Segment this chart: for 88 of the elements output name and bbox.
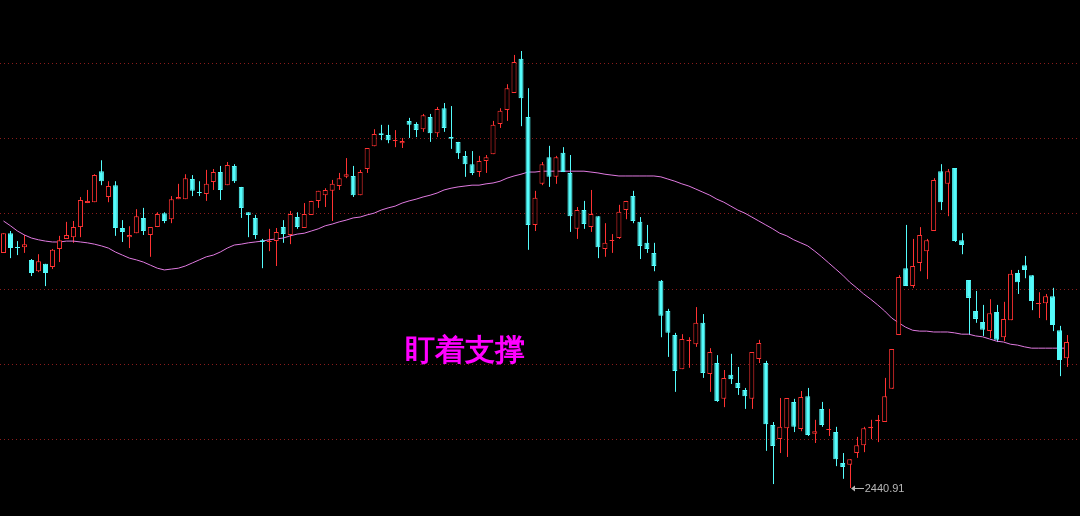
candlestick — [238, 186, 244, 219]
candlestick — [1063, 334, 1070, 368]
candlestick — [441, 102, 447, 133]
candlestick — [469, 150, 475, 176]
candlestick — [770, 421, 776, 485]
candlestick — [840, 452, 846, 480]
candlestick — [973, 290, 979, 324]
candlestick — [539, 161, 545, 186]
candlestick — [644, 224, 650, 254]
candlestick — [630, 190, 636, 224]
candlestick — [602, 222, 608, 258]
candlestick — [882, 377, 888, 423]
candlestick — [581, 200, 587, 230]
candlestick — [182, 173, 188, 200]
candlestick — [777, 397, 783, 454]
candlestick — [553, 155, 559, 185]
candlestick — [497, 107, 503, 129]
candlestick — [987, 298, 993, 339]
candlestick — [189, 174, 195, 197]
candlestick — [945, 168, 951, 217]
candlestick — [1001, 301, 1007, 342]
candlestick — [70, 220, 76, 244]
candlestick — [357, 169, 363, 196]
candlestick — [231, 163, 237, 184]
candlestick — [168, 195, 174, 224]
candlestick — [812, 419, 818, 444]
candlestick — [1015, 269, 1021, 295]
candlestick — [98, 159, 104, 186]
candlestick — [287, 210, 293, 245]
candlestick — [364, 147, 370, 174]
candlestick — [273, 227, 279, 267]
candlestick — [1036, 291, 1042, 319]
candlestick — [574, 206, 580, 240]
candlestick — [693, 306, 699, 348]
candlestick — [434, 106, 440, 138]
candlestick — [280, 219, 286, 244]
candlestick — [147, 226, 153, 258]
candlestick — [504, 83, 510, 122]
candlestick — [203, 169, 209, 202]
candlestick — [637, 216, 643, 260]
candlestick — [966, 279, 972, 336]
candlestick — [140, 207, 146, 236]
candlestick — [847, 458, 853, 489]
candlestick — [588, 189, 594, 233]
candlestick — [665, 308, 671, 358]
candlestick — [105, 180, 111, 203]
candlestick — [56, 235, 62, 263]
candlestick — [217, 165, 223, 201]
candlestick — [322, 187, 328, 208]
annotation: 2440.91 — [864, 482, 905, 495]
candlestick — [903, 224, 909, 287]
candlestick — [924, 238, 930, 280]
candlestick — [210, 168, 216, 191]
candlestick — [819, 401, 825, 428]
candlestick — [252, 214, 258, 240]
candlestick — [329, 179, 335, 222]
candlestick — [133, 208, 139, 234]
candlestick — [959, 232, 965, 255]
candlestick — [14, 240, 20, 256]
candlestick — [742, 387, 748, 410]
candlestick — [7, 230, 14, 259]
candlestick — [119, 219, 125, 243]
candlestick — [1043, 293, 1049, 321]
candlestick — [546, 145, 552, 188]
candlestick — [854, 436, 860, 459]
candlestick — [301, 202, 307, 229]
candlestick — [476, 155, 482, 178]
candlestick — [910, 238, 916, 289]
candlestick — [735, 366, 741, 396]
annotation: 盯着支撑 — [405, 331, 526, 367]
candlestick — [791, 398, 797, 433]
candlestick — [1029, 274, 1035, 311]
candlestick — [427, 113, 433, 143]
candlestick — [560, 146, 566, 173]
candlestick — [343, 157, 349, 179]
candlestick — [385, 124, 391, 144]
candlestick — [406, 117, 412, 139]
candlestick — [49, 248, 55, 270]
candlestick — [721, 369, 727, 408]
candlestick — [756, 339, 762, 364]
candlestick — [245, 211, 251, 238]
candlestick — [1022, 255, 1028, 279]
candlestick — [980, 304, 986, 337]
candlestick — [861, 426, 867, 453]
candlestick — [350, 165, 356, 198]
candlestick — [651, 242, 657, 272]
candlestick — [707, 347, 713, 393]
candlestick — [462, 150, 468, 178]
